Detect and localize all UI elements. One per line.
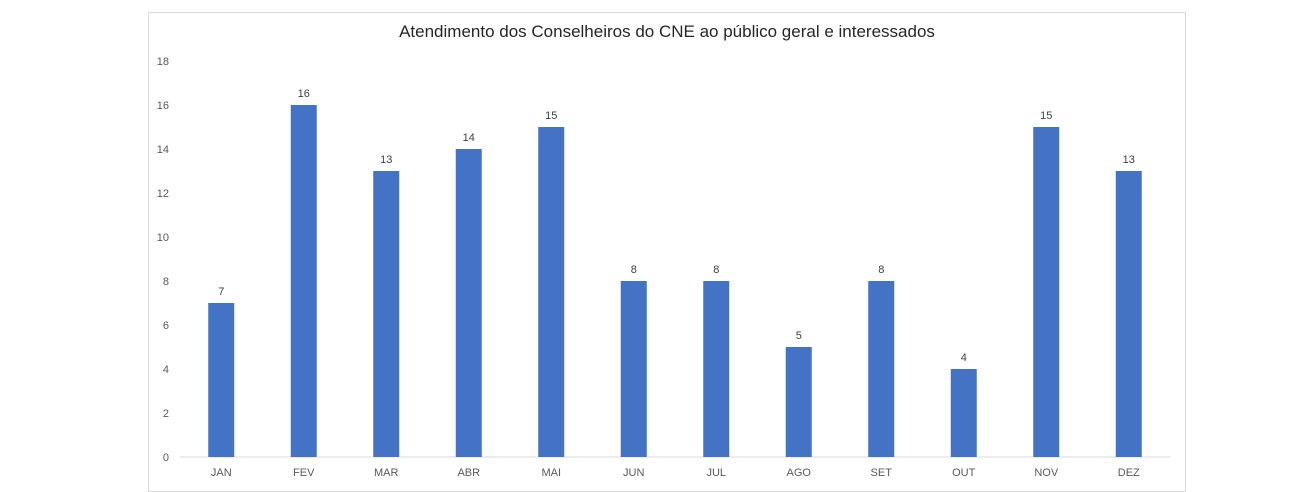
bar [868,281,895,457]
data-label: 13 [380,154,392,166]
data-label: 8 [713,264,719,276]
x-tick-label: AGO [787,467,812,479]
x-tick-label: JUL [706,467,726,479]
bar [538,127,565,457]
y-tick-label: 16 [157,100,169,112]
bar [1115,171,1142,457]
bar [455,149,482,457]
x-tick-label: JAN [211,467,232,479]
bar [290,105,317,457]
data-label: 7 [218,286,224,298]
bar [785,347,812,457]
bar [373,171,400,457]
y-tick-label: 18 [157,56,169,68]
x-tick-label: FEV [293,467,315,479]
data-label: 5 [796,330,802,342]
y-tick-label: 8 [163,276,169,288]
data-label: 15 [1040,110,1052,122]
data-label: 8 [878,264,884,276]
data-label: 4 [961,352,967,364]
x-tick-label: ABR [457,467,480,479]
x-tick-label: OUT [952,467,976,479]
x-tick-label: SET [871,467,893,479]
x-tick-label: MAI [541,467,561,479]
bar [703,281,730,457]
y-tick-label: 6 [163,320,169,332]
chart-area [148,12,1186,492]
data-label: 16 [298,88,310,100]
x-tick-label: JUN [623,467,644,479]
y-tick-label: 14 [157,144,169,156]
y-tick-label: 4 [163,364,169,376]
x-tick-label: NOV [1034,467,1059,479]
y-tick-label: 10 [157,232,169,244]
data-label: 8 [631,264,637,276]
bar [1033,127,1060,457]
x-tick-label: MAR [374,467,399,479]
data-label: 15 [545,110,557,122]
y-tick-label: 12 [157,188,169,200]
y-tick-label: 0 [163,452,169,464]
data-label: 14 [463,132,475,144]
bar [950,369,977,457]
bar [208,303,235,457]
chart-title: Atendimento dos Conselheiros do CNE ao p… [399,22,935,41]
x-tick-label: DEZ [1118,467,1140,479]
bar [620,281,647,457]
data-label: 13 [1123,154,1135,166]
y-tick-label: 2 [163,408,169,420]
